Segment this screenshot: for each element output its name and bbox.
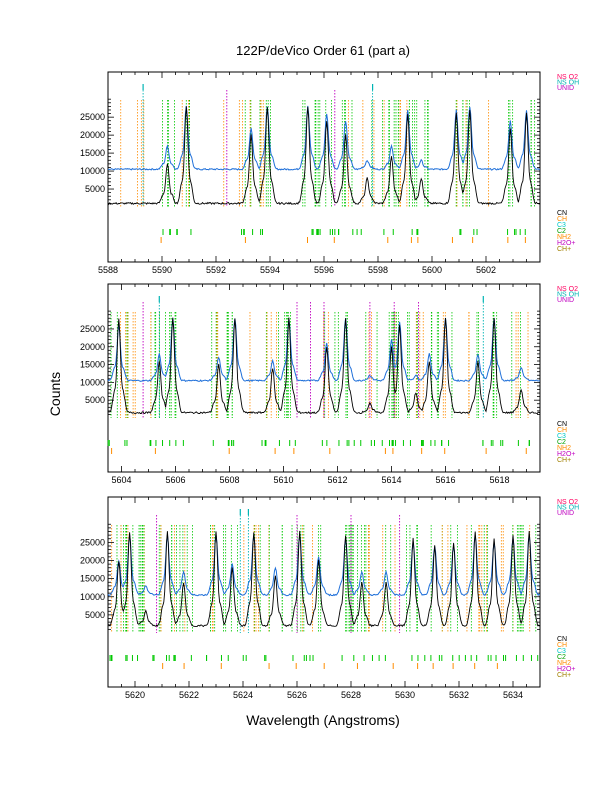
- legend-species-entry: H2O+: [557, 666, 575, 673]
- legend-top-entry: NS OH: [557, 505, 579, 512]
- y-tick-label: 20000: [80, 342, 105, 352]
- y-tick-label: 25000: [80, 112, 105, 122]
- x-tick-label: 5634: [503, 690, 523, 700]
- x-tick-label: 5624: [233, 690, 253, 700]
- legend-top-entry: NS OH: [557, 292, 579, 299]
- legend-species-entry: NH2: [557, 445, 571, 452]
- x-tick-label: 5602: [476, 265, 496, 275]
- x-tick-label: 5632: [449, 690, 469, 700]
- legend-species-entry: CH: [557, 427, 567, 434]
- legend-top-entry: NS O2: [557, 499, 578, 506]
- legend-species-entry: H2O+: [557, 451, 575, 458]
- x-tick-label: 5600: [422, 265, 442, 275]
- panel-b: 5604 5606 5608 5610 5612 5614 5616 5618 5000 1000…: [80, 283, 579, 485]
- y-tick-label: 10000: [80, 592, 105, 602]
- x-axis-label: Wavelength (Angstroms): [246, 712, 400, 728]
- y-tick-label: 5000: [85, 395, 105, 405]
- x-tick-label: 5626: [287, 690, 307, 700]
- legend-top-entry: UNID: [557, 85, 574, 92]
- legend-species-entry: CN: [557, 636, 567, 643]
- x-tick-label: 5596: [314, 265, 334, 275]
- x-tick-label: 5620: [125, 690, 145, 700]
- legend-species-entry: CH+: [557, 672, 571, 679]
- legend-species-entry: CN: [557, 210, 567, 217]
- y-tick-label: 25000: [80, 537, 105, 547]
- legend-species-entry: C2: [557, 228, 566, 235]
- spectrum-series-line: [107, 530, 541, 628]
- legend-species-entry: CH: [557, 642, 567, 649]
- spectrum-series-line: [107, 106, 540, 206]
- x-tick-label: 5610: [273, 475, 293, 485]
- legend-species-entry: C3: [557, 648, 566, 655]
- x-tick-label: 5608: [219, 475, 239, 485]
- model-series-line: [107, 105, 541, 171]
- legend-species-entry: C3: [557, 222, 566, 229]
- legend-species-entry: CH: [557, 216, 567, 223]
- x-tick-label: 5594: [260, 265, 280, 275]
- y-tick-label: 5000: [85, 610, 105, 620]
- panel-a: 5588 5590 5592 5594 5596 5598 5600 5602 5000 1000…: [80, 71, 579, 275]
- legend-top-entry: NS OH: [557, 80, 579, 87]
- legend-species-entry: NH2: [557, 234, 571, 241]
- chart-title: 122P/deVico Order 61 (part a): [236, 43, 410, 58]
- legend-species-entry: H2O+: [557, 240, 575, 247]
- legend-species-entry: CH+: [557, 457, 571, 464]
- spectrum-series-line: [107, 317, 541, 415]
- y-tick-label: 20000: [80, 130, 105, 140]
- x-tick-label: 5606: [165, 475, 185, 485]
- x-tick-label: 5612: [327, 475, 347, 485]
- model-series-line: [107, 534, 540, 597]
- y-tick-label: 10000: [80, 166, 105, 176]
- y-tick-label: 15000: [80, 360, 105, 370]
- panel-c: 5620 5622 5624 5626 5628 5630 5632 5634 5000 1000…: [80, 496, 579, 700]
- legend-top-entry: NS O2: [557, 74, 578, 81]
- legend-species-entry: C2: [557, 439, 566, 446]
- y-tick-label: 15000: [80, 574, 105, 584]
- legend-species-entry: C3: [557, 433, 566, 440]
- x-tick-label: 5614: [381, 475, 401, 485]
- x-tick-label: 5622: [179, 690, 199, 700]
- legend-species-entry: CN: [557, 421, 567, 428]
- x-tick-label: 5618: [489, 475, 509, 485]
- legend-top-entry: NS O2: [557, 286, 578, 293]
- x-tick-label: 5630: [395, 690, 415, 700]
- x-tick-label: 5616: [435, 475, 455, 485]
- y-tick-label: 20000: [80, 556, 105, 566]
- x-tick-label: 5590: [152, 265, 172, 275]
- x-tick-label: 5592: [206, 265, 226, 275]
- y-tick-label: 5000: [85, 184, 105, 194]
- y-tick-label: 10000: [80, 377, 105, 387]
- x-tick-label: 5598: [368, 265, 388, 275]
- legend-species-entry: C2: [557, 654, 566, 661]
- x-tick-label: 5604: [111, 475, 131, 485]
- legend-top-entry: UNID: [557, 510, 574, 517]
- legend-species-entry: NH2: [557, 660, 571, 667]
- panel-frame: [107, 496, 541, 688]
- y-tick-label: 25000: [80, 324, 105, 334]
- legend-top-entry: UNID: [557, 297, 574, 304]
- x-tick-label: 5588: [98, 265, 118, 275]
- legend-species-entry: CH+: [557, 246, 571, 253]
- y-axis-label: Counts: [47, 372, 63, 416]
- x-tick-label: 5628: [341, 690, 361, 700]
- y-tick-label: 15000: [80, 148, 105, 158]
- model-series-line: [107, 317, 541, 383]
